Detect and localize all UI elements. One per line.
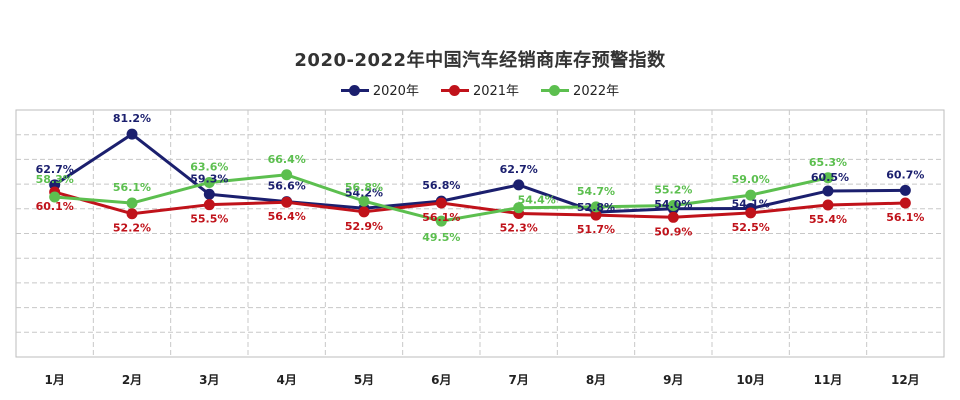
data-point-2021年 — [281, 196, 293, 208]
x-tick-label: 7月 — [508, 373, 528, 387]
legend: 2020年 2021年 2022年 — [0, 80, 960, 99]
data-point-2022年 — [358, 195, 370, 207]
data-point-2021年 — [435, 197, 447, 209]
data-point-2022年 — [49, 191, 61, 203]
series-line-2020年 — [53, 132, 906, 214]
data-label-2021年: 60.1% — [36, 200, 74, 213]
data-label-2020年: 62.7% — [500, 163, 538, 176]
data-label-2020年: 54.1% — [732, 198, 770, 211]
data-label-2021年: 52.9% — [345, 220, 383, 233]
data-label-2021年: 52.2% — [113, 222, 151, 235]
data-label-2020年: 60.5% — [811, 171, 849, 184]
data-point-2021年 — [358, 206, 370, 218]
data-label-2020年: 81.2% — [113, 112, 151, 125]
x-tick-label: 6月 — [431, 373, 451, 387]
data-label-2022年: 58.3% — [36, 173, 74, 186]
data-label-2022年: 63.6% — [190, 160, 228, 173]
data-point-2020年 — [899, 184, 911, 196]
data-point-2021年 — [899, 197, 911, 209]
data-point-2021年 — [590, 209, 602, 221]
data-label-2022年: 59.0% — [732, 173, 770, 186]
data-point-2022年 — [126, 197, 138, 209]
data-label-2020年: 60.7% — [886, 168, 924, 181]
legend-swatch-2020 — [340, 84, 369, 96]
x-tick-label: 12月 — [891, 373, 920, 387]
data-label-2021年: 52.5% — [732, 221, 770, 234]
data-point-2021年 — [822, 199, 834, 211]
legend-label-2021: 2021年 — [472, 84, 520, 99]
data-point-2022年 — [203, 176, 215, 188]
data-point-2022年 — [745, 189, 757, 201]
legend-label-2020: 2020年 — [372, 84, 419, 99]
x-tick-label: 1月 — [44, 373, 64, 387]
legend-item-2022[interactable]: 2022年 — [541, 80, 619, 99]
x-tick-label: 8月 — [586, 373, 606, 387]
x-tick-label: 4月 — [276, 373, 296, 387]
data-point-2022年 — [822, 172, 834, 184]
legend-item-2021[interactable]: 2021年 — [440, 80, 520, 99]
x-tick-label: 2月 — [122, 373, 142, 387]
data-point-2022年 — [435, 215, 447, 227]
data-label-2020年: 52.8% — [577, 201, 615, 214]
data-point-2021年 — [126, 208, 138, 220]
data-point-2022年 — [281, 169, 293, 181]
data-label-2021年: 56.1% — [886, 211, 924, 224]
x-tick-label: 9月 — [663, 373, 683, 387]
legend-label-2022: 2022年 — [573, 84, 620, 99]
data-point-2021年 — [745, 207, 757, 219]
data-label-2020年: 62.7% — [36, 163, 74, 176]
x-tick-label: 11月 — [814, 373, 843, 387]
data-point-2021年 — [203, 199, 215, 211]
data-label-2021年: 50.9% — [654, 225, 692, 238]
x-tick-label: 5月 — [354, 373, 374, 387]
data-label-2022年: 49.5% — [422, 231, 460, 244]
legend-swatch-2021 — [440, 84, 469, 96]
data-label-2022年: 56.8% — [345, 181, 383, 194]
data-point-2022年 — [513, 202, 525, 214]
x-tick-label: 3月 — [199, 373, 219, 387]
data-label-2022年: 55.2% — [654, 184, 692, 197]
data-label-2021年: 51.7% — [577, 223, 615, 236]
data-label-2020年: 56.8% — [422, 179, 460, 192]
data-label-2022年: 54.4% — [518, 194, 556, 207]
legend-swatch-2022 — [541, 84, 570, 96]
data-label-2022年: 56.1% — [113, 181, 151, 194]
data-label-2022年: 54.7% — [577, 185, 615, 198]
data-point-2020年 — [822, 185, 834, 197]
data-point-2021年 — [667, 211, 679, 223]
data-label-2021年: 56.1% — [422, 211, 460, 224]
x-tick-label: 10月 — [736, 373, 765, 387]
data-point-2020年 — [513, 179, 525, 191]
data-label-2022年: 66.4% — [268, 153, 306, 166]
data-label-2020年: 56.6% — [268, 180, 306, 193]
data-label-2022年: 65.3% — [809, 156, 847, 169]
data-label-2020年: 59.3% — [190, 172, 228, 185]
data-point-2020年 — [126, 128, 138, 140]
data-label-2021年: 56.4% — [268, 210, 306, 223]
series-line-2021年 — [54, 190, 906, 219]
data-label-2020年: 54.2% — [345, 186, 383, 199]
data-point-2020年 — [203, 188, 215, 200]
data-label-2021年: 55.4% — [809, 213, 847, 226]
data-point-2022年 — [590, 201, 602, 213]
chart-title: 2020-2022年中国汽车经销商库存预警指数 — [294, 50, 666, 71]
data-label-2021年: 52.3% — [500, 221, 538, 234]
legend-item-2020[interactable]: 2020年 — [340, 80, 419, 99]
data-label-2020年: 54.0% — [654, 198, 692, 211]
data-label-2021年: 55.5% — [190, 213, 228, 226]
data-point-2022年 — [667, 200, 679, 212]
